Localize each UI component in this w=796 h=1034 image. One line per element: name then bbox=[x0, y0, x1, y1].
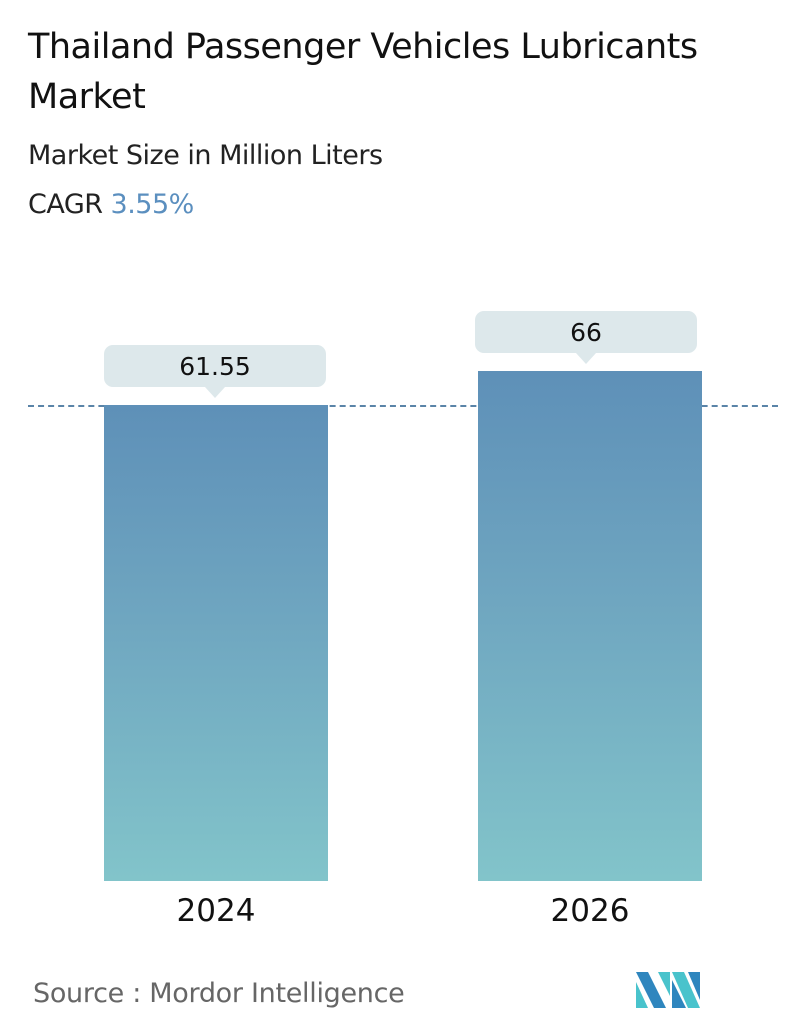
cagr: CAGR 3.55% bbox=[28, 189, 194, 220]
bar-2024 bbox=[104, 405, 328, 881]
source-text: Source : Mordor Intelligence bbox=[33, 978, 405, 1009]
value-bubble-2026: 66 bbox=[475, 311, 697, 364]
cagr-value: 3.55% bbox=[110, 189, 195, 220]
value-label: 66 bbox=[570, 317, 602, 347]
mordor-intelligence-logo-icon bbox=[636, 972, 700, 1008]
bar-2026 bbox=[478, 371, 702, 881]
reference-dashed-line bbox=[28, 405, 778, 407]
x-label-2024: 2024 bbox=[176, 893, 256, 929]
value-label: 61.55 bbox=[179, 351, 251, 381]
value-bubble-2024: 61.55 bbox=[104, 345, 326, 398]
chart-title: Thailand Passenger Vehicles Lubricants M… bbox=[28, 27, 698, 117]
x-label-2026: 2026 bbox=[550, 893, 630, 929]
chart-subtitle: Market Size in Million Liters bbox=[28, 140, 383, 171]
cagr-label: CAGR bbox=[28, 189, 103, 220]
